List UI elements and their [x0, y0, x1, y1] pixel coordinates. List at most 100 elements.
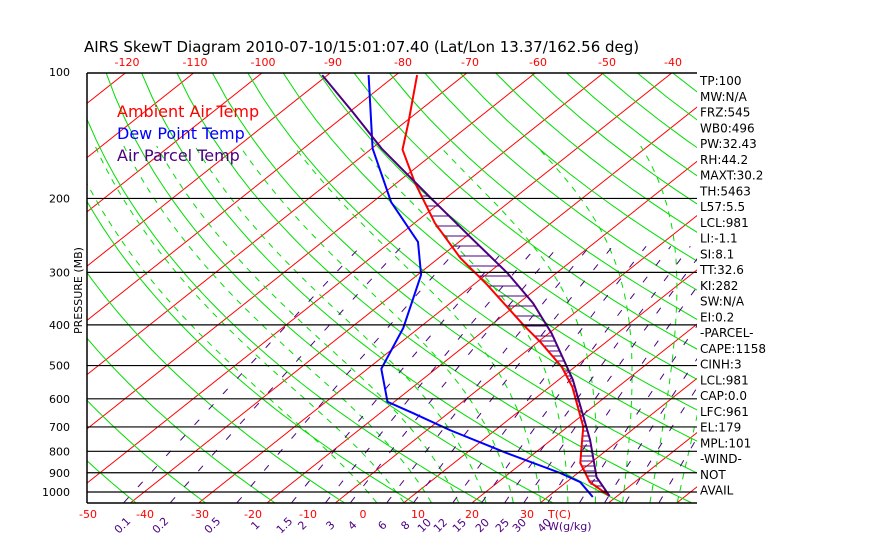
mixing-ratio-line	[325, 245, 538, 503]
bottom-temp-tick-label: -20	[244, 508, 262, 521]
bottom-temp-tick-label: -50	[79, 508, 97, 521]
moist-adiabat-line	[87, 182, 378, 503]
moist-adiabat-line	[194, 145, 487, 503]
stat-item: WB0:496	[700, 121, 755, 135]
pressure-tick-label: 500	[49, 360, 70, 373]
stat-item: LFC:961	[700, 405, 749, 419]
mixing-ratio-tick-label: 12	[431, 516, 450, 535]
pressure-tick-label: 600	[49, 393, 70, 406]
bottom-temp-tick-label: 30	[520, 508, 534, 521]
pressure-tick-label: 800	[49, 445, 70, 458]
isotherm-line	[87, 73, 263, 213]
pressure-tick-label: 300	[49, 266, 70, 279]
mixing-ratio-line	[413, 245, 613, 503]
legend-parcel: Air Parcel Temp	[117, 146, 240, 165]
dry-adiabat-line	[0, 72, 66, 503]
mixing-ratio-unit-label: W(g/kg)	[548, 520, 592, 533]
top-temp-tick-label: -60	[529, 56, 547, 69]
legend-dewpoint: Dew Point Temp	[117, 124, 245, 143]
bottom-temp-tick-label: 10	[411, 508, 425, 521]
parcel-temp-line	[321, 74, 611, 497]
dry-adiabat-line	[388, 73, 697, 320]
isotherm-line	[87, 73, 468, 376]
chart-title: AIRS SkewT Diagram 2010-07-10/15:01:07.4…	[84, 38, 639, 56]
moist-adiabat-line	[123, 145, 432, 503]
bottom-temp-tick-label: 0	[360, 508, 367, 521]
stat-item: MAXT:30.2	[700, 169, 763, 183]
isotherm-line	[267, 160, 697, 503]
mixing-ratio-line	[291, 245, 508, 503]
isotherm-line	[0, 63, 70, 503]
stat-item: TH:5463	[699, 184, 751, 198]
stat-item: -WIND-	[700, 452, 742, 466]
isotherm-line	[87, 73, 400, 322]
top-temp-tick-label: -70	[461, 56, 479, 69]
top-temp-tick-label: -110	[183, 56, 208, 69]
top-temp-tick-label: -40	[664, 56, 682, 69]
dry-adiabat-line	[742, 72, 870, 503]
stat-item: RH:44.2	[700, 153, 748, 167]
mixing-ratio-tick-label: 6	[375, 518, 389, 532]
stat-item: SI:8.1	[700, 247, 734, 261]
top-temp-tick-label: -90	[324, 56, 342, 69]
plot-frame	[86, 72, 697, 504]
isotherm-line	[87, 73, 536, 430]
moist-adiabat-line	[535, 145, 633, 503]
stat-item: PW:32.43	[700, 137, 757, 151]
top-temp-tick-label: -120	[115, 56, 140, 69]
isotherm-line	[335, 215, 697, 503]
isotherm-line	[403, 269, 697, 503]
stat-item: TP:100	[699, 74, 742, 88]
mixing-ratio-line	[481, 245, 672, 503]
dry-adiabat-line	[424, 73, 697, 291]
isotherm-line	[198, 106, 697, 503]
moist-adiabat-line	[358, 145, 569, 503]
mixing-ratio-tick-label: 3	[323, 518, 337, 532]
bottom-temp-tick-label: -10	[299, 508, 317, 521]
dry-adiabat-line	[778, 72, 870, 503]
mixing-ratio-tick-label: 1.5	[274, 515, 296, 537]
stat-item: CINH:3	[700, 358, 742, 372]
isotherm-line	[746, 63, 870, 503]
stat-item: AVAIL	[700, 484, 734, 498]
moist-adiabat-line	[239, 145, 514, 503]
stat-item: EI:0.2	[700, 310, 734, 324]
top-temp-tick-label: -80	[394, 56, 412, 69]
bottom-temp-tick-label: -30	[191, 508, 209, 521]
mixing-ratio-line	[504, 245, 691, 503]
y-axis-label: PRESSURE (MB)	[72, 247, 85, 334]
dry-adiabat-line	[353, 73, 697, 350]
profile-curves	[321, 74, 611, 498]
mixing-ratio-tick-label: 4	[345, 518, 359, 532]
top-temp-tick-label: -50	[598, 56, 616, 69]
dry-adiabat-line	[459, 73, 697, 262]
pressure-tick-label: 400	[49, 319, 70, 332]
mixing-ratio-tick-label: 0.1	[112, 515, 134, 537]
dry-adiabat-line	[318, 73, 697, 380]
stat-item: CAPE:1158	[700, 342, 766, 356]
dewpoint-line	[367, 75, 594, 498]
stat-item: MPL:101	[700, 436, 751, 450]
stat-item: FRZ:545	[700, 106, 750, 120]
mixing-ratio-line	[386, 245, 590, 503]
pressure-tick-label: 200	[49, 192, 70, 205]
dry-adiabat-line	[87, 460, 137, 503]
moist-adiabat-line	[640, 145, 678, 503]
stat-item: NOT	[700, 468, 726, 482]
stat-item: CAP:0.0	[700, 389, 747, 403]
moist-adiabat-line	[676, 414, 697, 503]
pressure-tick-label: 1000	[42, 486, 70, 499]
isotherm-line	[0, 63, 2, 503]
moist-adiabat-line	[293, 145, 542, 503]
pressure-tick-label: 900	[49, 467, 70, 480]
stat-item: LCL:981	[700, 373, 749, 387]
stat-item: KI:282	[700, 279, 738, 293]
pressure-tick-label: 700	[49, 421, 70, 434]
isotherm-line	[87, 73, 195, 159]
stat-item: EL:179	[700, 421, 741, 435]
dry-adiabat-line	[247, 73, 697, 442]
dry-adiabat-line	[176, 73, 692, 503]
stat-item: MW:N/A	[700, 90, 748, 104]
